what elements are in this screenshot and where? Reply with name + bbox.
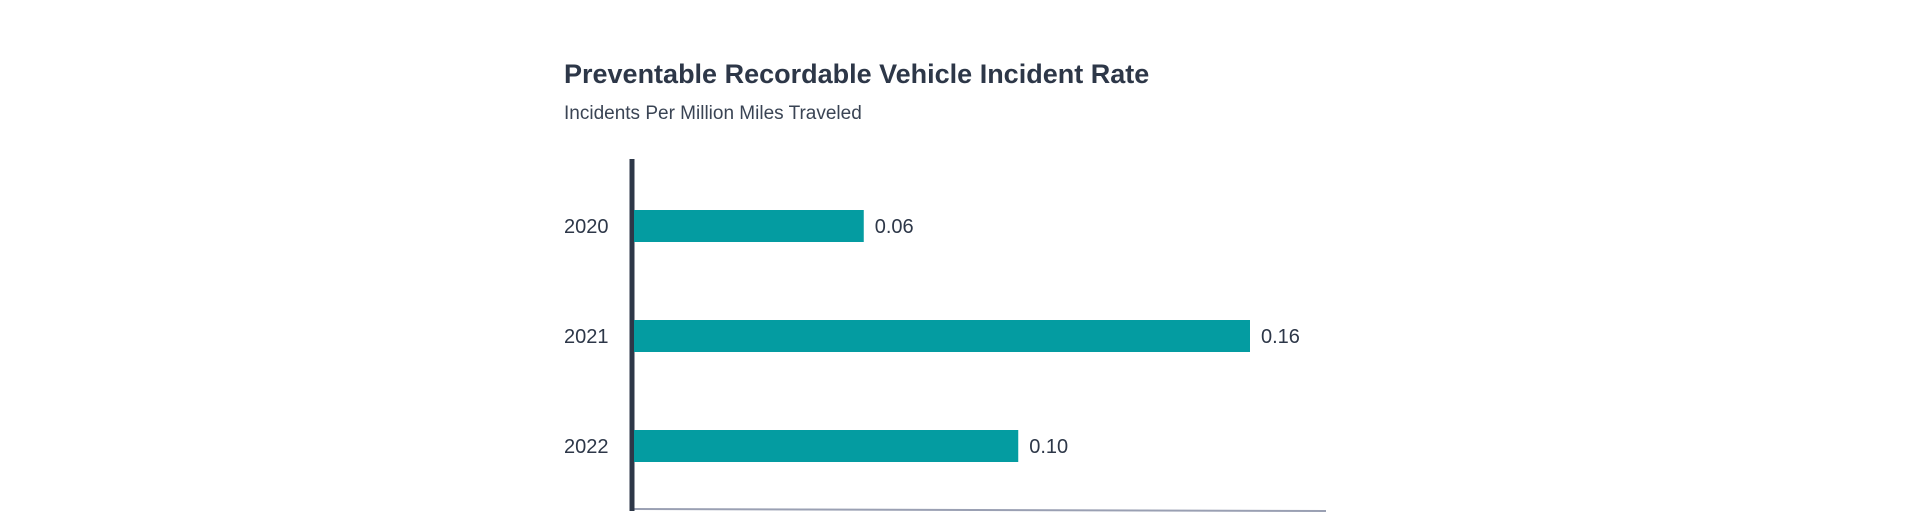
bar-2020 — [634, 210, 864, 242]
category-label: 2020 — [564, 216, 609, 238]
chart-title: Preventable Recordable Vehicle Incident … — [564, 59, 1150, 89]
value-label: 0.10 — [1029, 436, 1068, 458]
category-label: 2022 — [564, 436, 609, 458]
value-label: 0.16 — [1261, 326, 1300, 348]
value-label: 0.06 — [875, 216, 914, 238]
chart-subtitle: Incidents Per Million Miles Traveled — [564, 103, 862, 124]
x-axis-baseline — [631, 508, 1327, 512]
bars-layer: 2020 0.06 2021 0.16 2022 0.10 — [564, 210, 1300, 462]
bar-2022 — [634, 430, 1019, 462]
category-label: 2021 — [564, 326, 609, 348]
bar-2021 — [634, 320, 1250, 352]
